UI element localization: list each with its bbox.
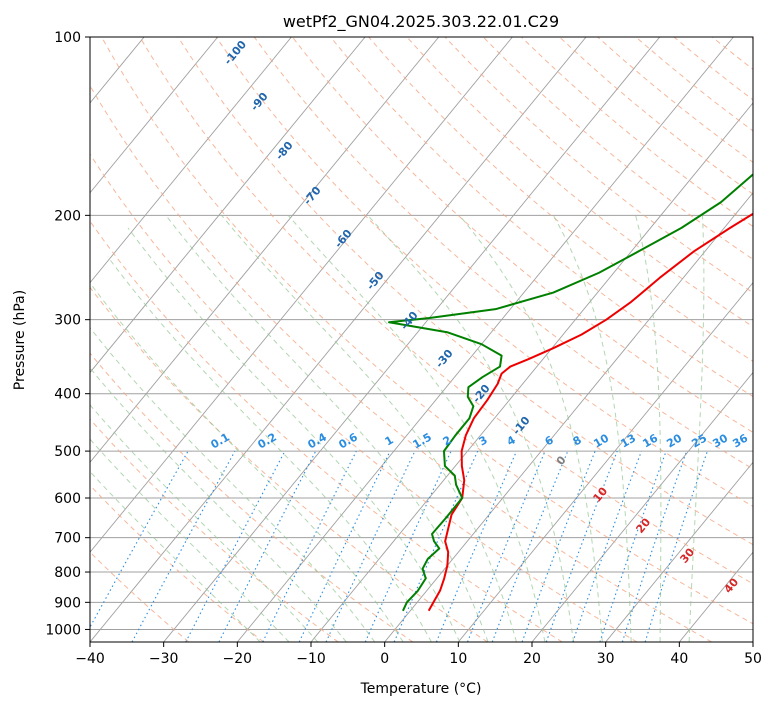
y-tick-label: 300 <box>54 313 81 329</box>
x-tick-label: 50 <box>744 651 762 667</box>
x-tick-label: 40 <box>670 651 688 667</box>
x-tick-label: −10 <box>296 651 326 667</box>
dry-adiabat-line <box>101 37 753 625</box>
isotherm-line <box>90 37 440 464</box>
background-lines <box>0 37 753 642</box>
isotherm-line <box>90 37 513 553</box>
moist-adiabat-line <box>90 327 376 642</box>
moist-adiabat-line <box>165 215 489 642</box>
moist-adiabat-line <box>127 227 461 642</box>
y-tick-label: 600 <box>54 491 81 507</box>
plot-area <box>90 37 753 642</box>
isotherm-line <box>384 192 753 642</box>
dry-adiabat-line <box>90 84 712 642</box>
isotherm-line <box>90 37 219 194</box>
mixing-ratio-line <box>491 450 569 642</box>
x-tick-label: 10 <box>449 651 467 667</box>
dry-adiabat-line <box>139 37 753 585</box>
dry-adiabat-line <box>90 484 264 642</box>
mixing-ratio-line <box>521 450 596 642</box>
y-tick-label: 800 <box>54 565 81 581</box>
dry-adiabat-line <box>90 551 190 642</box>
x-axis-label: Temperature (°C) <box>360 681 482 697</box>
mixing-ratio-line <box>644 450 708 642</box>
isotherm-line <box>531 371 753 642</box>
x-tick-label: −30 <box>149 651 179 667</box>
axis-ticks: −40 −30 −20 −10 0 10 20 30 40 50 1000 900 800 700 600 5… <box>45 30 762 667</box>
temperature-profile-line <box>427 212 753 612</box>
moist-adiabat-line <box>287 215 546 642</box>
dry-adiabat-line <box>368 37 753 362</box>
isotherm-line <box>0 37 70 642</box>
isotherm-line <box>605 461 753 642</box>
x-tick-label: 20 <box>523 651 541 667</box>
x-tick-label: −20 <box>223 651 253 667</box>
isotherm-line <box>90 37 366 374</box>
isotherm-line <box>90 37 292 284</box>
dry-adiabat-line <box>177 37 753 546</box>
isotherm-line <box>752 641 753 642</box>
y-tick-label: 1000 <box>45 622 81 638</box>
dry-adiabat-line <box>90 220 563 642</box>
dry-adiabat-line <box>215 37 753 508</box>
moist-adiabat-line <box>635 215 662 642</box>
isotherm-line <box>236 37 734 642</box>
dry-adiabat-line <box>406 37 753 328</box>
moist-adiabat-line <box>459 215 603 642</box>
mixing-ratio-line <box>298 450 391 642</box>
y-tick-label: 200 <box>54 208 81 224</box>
y-tick-label: 900 <box>54 595 81 611</box>
isotherm-line <box>457 281 753 642</box>
y-axis-label: Pressure (hPa) <box>12 290 28 390</box>
profile-series <box>388 173 753 612</box>
mixing-ratio-line <box>262 450 357 642</box>
moist-adiabat-line <box>221 215 517 642</box>
moist-adiabat-line <box>107 256 432 642</box>
x-tick-label: 0 <box>380 651 389 667</box>
chart-title: wetPf2_GN04.2025.303.22.01.C29 <box>283 12 559 32</box>
y-tick-label: 100 <box>54 30 81 46</box>
moist-adiabat-line <box>367 215 575 642</box>
y-tick-label: 700 <box>54 531 81 547</box>
y-tick-label: 500 <box>54 444 81 460</box>
dry-adiabat-line <box>749 37 753 40</box>
y-tick-label: 400 <box>54 387 81 403</box>
dry-adiabat-line <box>90 352 414 642</box>
isotherm-line <box>163 37 661 642</box>
plot-frame <box>89 36 754 643</box>
x-tick-label: 30 <box>597 651 615 667</box>
dry-adiabat-line <box>90 286 488 642</box>
mixing-ratio-line <box>325 450 416 642</box>
moist-adiabat-line <box>90 438 290 642</box>
moist-adiabat-line <box>90 404 319 642</box>
isotherm-line <box>90 37 587 642</box>
dry-adiabat-line <box>90 153 638 642</box>
mixing-ratio-line <box>599 450 667 642</box>
dry-adiabat-line <box>291 37 753 433</box>
moist-adiabat-line <box>90 367 347 642</box>
moist-adiabat-line <box>90 282 404 642</box>
mixing-ratio-line <box>621 450 688 642</box>
dewpoint-profile-line <box>388 173 753 612</box>
mixing-ratio-line <box>131 450 236 642</box>
moist-adiabat-line <box>688 215 705 642</box>
isotherm-line <box>310 102 753 642</box>
moist-adiabat-line <box>552 215 632 642</box>
x-tick-label: −40 <box>75 651 105 667</box>
